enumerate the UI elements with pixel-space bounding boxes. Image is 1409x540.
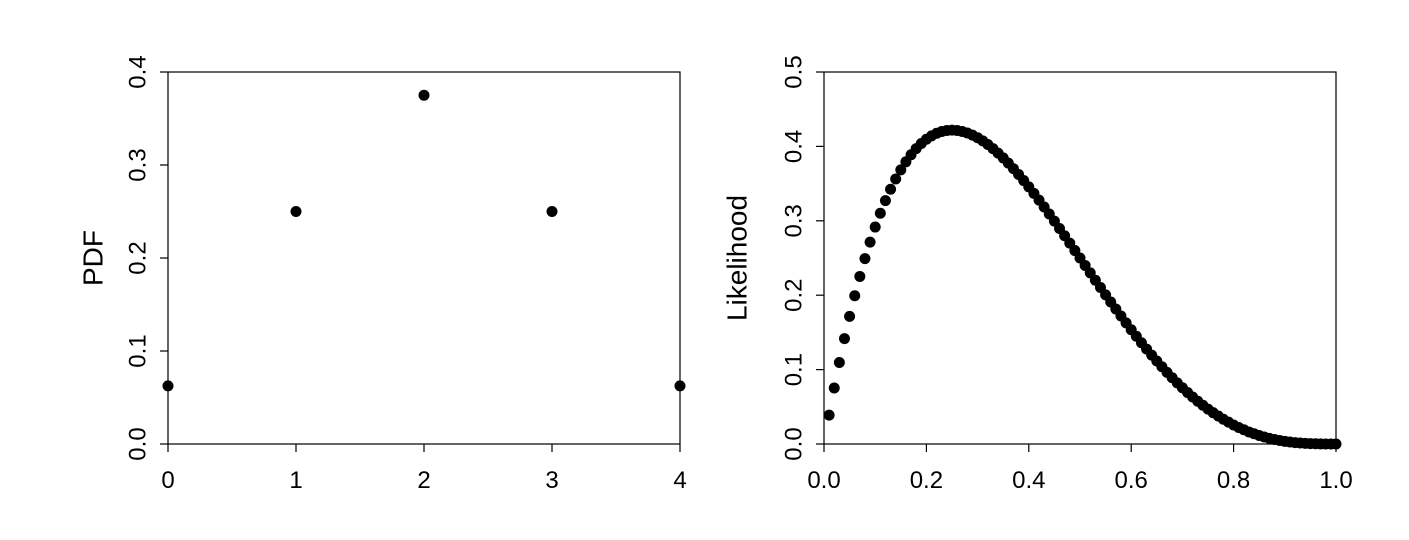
pdf-y-tick-label: 0.1 xyxy=(125,334,152,367)
pdf-x-tick-label: 4 xyxy=(673,467,686,494)
likelihood-point xyxy=(854,270,866,282)
pdf-point xyxy=(674,380,686,392)
likelihood-y-tick-label: 0.0 xyxy=(781,427,808,460)
pdf-x-tick-label: 1 xyxy=(289,467,302,494)
pdf-point xyxy=(290,206,302,217)
likelihood-point xyxy=(864,236,876,248)
likelihood-y-tick-label: 0.5 xyxy=(781,55,808,88)
likelihood-point xyxy=(833,357,845,369)
likelihood-plot: Likelihood 0.0 0.2 0.4 0.6 0.8 1.0 0.00.10.20… xyxy=(722,55,1353,494)
likelihood-y-tick-label: 0.2 xyxy=(781,279,808,312)
likelihood-point xyxy=(849,290,861,302)
likelihood-x-tick-label: 0.4 xyxy=(1012,467,1045,494)
pdf-y-tick-label: 0.2 xyxy=(125,241,152,274)
likelihood-plot-frame xyxy=(823,71,1337,445)
pdf-y-tick-label: 0.0 xyxy=(125,427,152,460)
likelihood-y-tick-label: 0.1 xyxy=(781,353,808,386)
pdf-x-tick-label: 2 xyxy=(417,467,430,494)
likelihood-point xyxy=(874,207,886,219)
likelihood-point xyxy=(1330,438,1342,450)
likelihood-point xyxy=(828,382,840,394)
likelihood-y-tick-label: 0.4 xyxy=(781,130,808,163)
likelihood-point xyxy=(869,221,881,233)
pdf-y-tick-label: 0.3 xyxy=(125,148,152,181)
pdf-plot: PDF 0 1 2 3 4 0.0 0.1 0.2 0.3 0.4 xyxy=(78,55,687,494)
pdf-x-tick-label: 3 xyxy=(545,467,558,494)
likelihood-point xyxy=(823,409,835,421)
likelihood-y-axis-title: Likelihood xyxy=(722,195,753,321)
pdf-point xyxy=(162,380,174,392)
pdf-point xyxy=(546,206,558,217)
pdf-y-axis-title: PDF xyxy=(78,230,109,286)
likelihood-point xyxy=(859,253,871,265)
likelihood-point xyxy=(895,164,907,176)
likelihood-x-tick-label: 0.0 xyxy=(807,467,840,494)
pdf-point xyxy=(418,89,430,101)
likelihood-y-axis: 0.0 0.1 0.2 0.3 0.4 0.5 xyxy=(781,55,824,461)
likelihood-point xyxy=(885,183,897,195)
likelihood-x-tick-label: 0.6 xyxy=(1115,467,1148,494)
likelihood-point xyxy=(890,173,902,185)
pdf-x-tick-label: 0 xyxy=(161,467,174,494)
likelihood-x-axis: 0.0 0.2 0.4 0.6 0.8 1.0 xyxy=(807,444,1353,494)
pdf-plot-frame xyxy=(167,71,681,445)
pdf-y-tick-label: 0.4 xyxy=(125,55,152,88)
likelihood-points xyxy=(823,124,1342,450)
pdf-y-axis: 0.0 0.1 0.2 0.3 0.4 xyxy=(125,55,168,461)
likelihood-point xyxy=(844,310,856,322)
likelihood-point xyxy=(879,195,891,207)
likelihood-point xyxy=(838,333,850,345)
likelihood-y-tick-label: 0.3 xyxy=(781,204,808,237)
pdf-points xyxy=(162,89,686,392)
pdf-x-axis: 0 1 2 3 4 xyxy=(161,444,687,494)
likelihood-x-tick-label: 0.2 xyxy=(910,467,943,494)
likelihood-x-tick-label: 0.8 xyxy=(1217,467,1250,494)
likelihood-x-tick-label: 1.0 xyxy=(1319,467,1352,494)
